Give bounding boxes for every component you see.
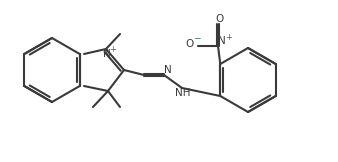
Text: +: + bbox=[225, 33, 233, 41]
Text: N: N bbox=[218, 36, 226, 46]
Text: N: N bbox=[164, 65, 172, 75]
Text: NH: NH bbox=[175, 88, 191, 98]
Text: −: − bbox=[193, 34, 201, 42]
Text: N: N bbox=[103, 49, 111, 59]
Text: O: O bbox=[186, 39, 194, 49]
Text: O: O bbox=[216, 14, 224, 24]
Text: +: + bbox=[110, 45, 116, 53]
